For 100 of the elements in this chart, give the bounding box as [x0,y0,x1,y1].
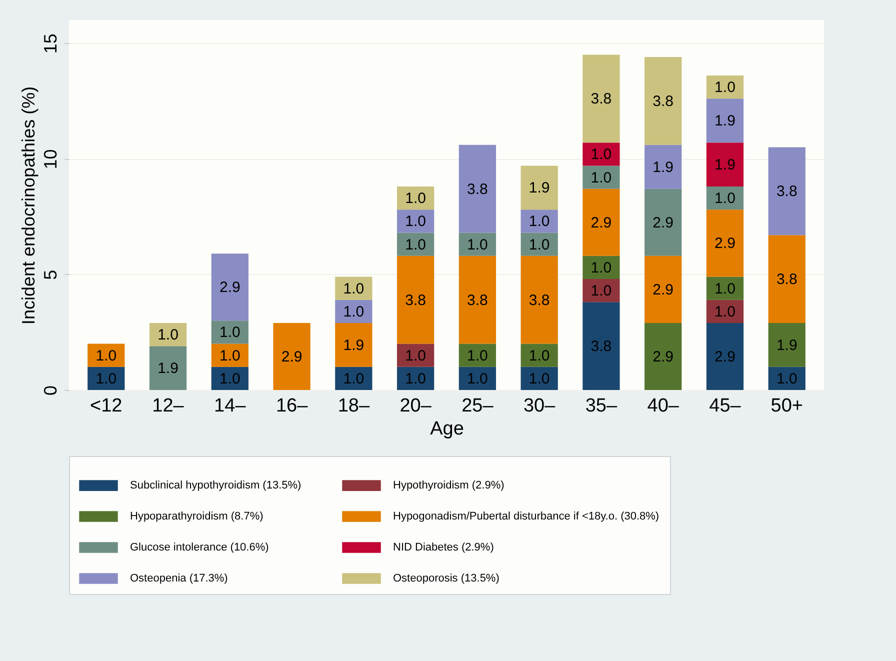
data-label: 1.0 [343,303,364,320]
data-label: 3.8 [467,292,488,309]
legend-label: Osteoporosis (13.5%) [393,572,500,584]
bar [396,256,434,344]
data-label: 1.9 [714,112,736,130]
x-tick-label: 30– [523,396,556,416]
data-label: 2.9 [281,348,302,366]
bar [644,322,682,390]
bar [706,322,744,390]
bar [520,344,558,367]
bar [458,256,496,344]
data-label: 3.8 [776,271,798,288]
data-label: 2.9 [219,279,240,296]
legend-label: Osteopenia (17.3%) [130,572,228,584]
y-tick-label: 15 [40,34,60,54]
bar [396,344,434,367]
data-label: 1.0 [219,324,240,342]
bar [520,166,558,210]
data-label: 3.8 [528,292,550,309]
data-label: 1.9 [776,336,798,354]
legend-label: Hypothyroidism (2.9%) [393,480,504,492]
bar [706,98,744,143]
bar [335,366,372,390]
data-label: 1.0 [96,370,117,388]
data-label: 1.0 [714,280,736,298]
x-tick-label: 35– [585,396,618,416]
bar [211,254,248,321]
bar [768,322,806,367]
bar [520,232,558,256]
data-label: 3.8 [590,90,612,108]
x-tick-label: 50+ [770,396,803,416]
bar [335,276,372,300]
data-label: 1.0 [467,347,488,364]
data-label: 1.0 [528,236,550,254]
bar [396,210,434,233]
bar [273,322,310,390]
data-label: 2.9 [714,235,736,252]
data-label: 1.0 [714,190,736,208]
bar [644,256,682,323]
data-label: 1.0 [219,370,240,388]
legend-label: Subclinical hypothyroidism (13.5%) [130,480,302,492]
data-label: 1.0 [343,280,364,298]
data-label: 1.0 [590,146,612,164]
bar [396,232,434,256]
data-label: 1.0 [219,347,240,364]
data-label: 1.9 [158,360,178,378]
data-label: 3.8 [467,180,488,198]
data-label: 2.9 [652,348,674,366]
bar [520,366,558,390]
bar [644,188,682,256]
bar [520,210,558,233]
data-label: 1.0 [405,370,426,388]
data-label: 1.0 [714,303,736,320]
data-label: 1.0 [343,370,364,388]
legend-label: Hypoparathyroidism (8.7%) [130,510,264,522]
data-label: 1.0 [405,236,426,254]
bar [335,300,372,323]
bar [582,302,620,390]
bar [211,320,248,344]
bar [149,346,187,390]
data-label: 2.9 [652,214,674,232]
bar [149,322,187,346]
data-label: 1.0 [158,326,178,344]
data-label: 1.0 [96,347,117,364]
bar [396,366,434,390]
data-label: 1.9 [652,158,674,176]
x-tick-label: 40– [647,396,680,416]
bar [582,142,620,166]
data-label: 1.0 [714,79,736,96]
data-label: 1.0 [528,213,550,230]
bar [582,166,620,189]
x-tick-label: 45– [709,396,742,416]
bar [706,276,744,300]
data-label: 1.0 [776,370,798,388]
legend-label: Hypogonadism/Pubertal disturbance if <18y.o. (30.8%) [393,510,660,522]
legend-label: NID Diabetes (2.9%) [393,542,494,554]
bar [582,256,620,279]
bar [644,57,682,145]
bar [582,279,620,302]
y-tick-label: 5 [40,270,60,280]
bar [520,256,558,344]
data-label: 1.0 [528,347,550,364]
x-tick-label: 18– [338,396,370,416]
data-label: 1.0 [467,236,488,254]
bar [706,210,744,277]
bar [88,344,125,367]
data-label: 1.0 [405,347,426,364]
data-label: 1.0 [590,282,612,300]
bar [582,188,620,256]
data-label: 1.0 [590,169,612,186]
x-axis-title: Age [430,418,464,440]
data-label: 1.0 [528,370,550,388]
data-label: 3.8 [652,92,674,110]
x-tick-label: 14– [214,396,246,416]
bar [706,142,744,186]
bar [88,366,125,390]
data-label: 1.9 [714,156,736,174]
y-axis-title: Incident endocrinopathies (%) [18,86,38,325]
bar [644,144,682,189]
x-tick-label: 25– [462,396,494,416]
